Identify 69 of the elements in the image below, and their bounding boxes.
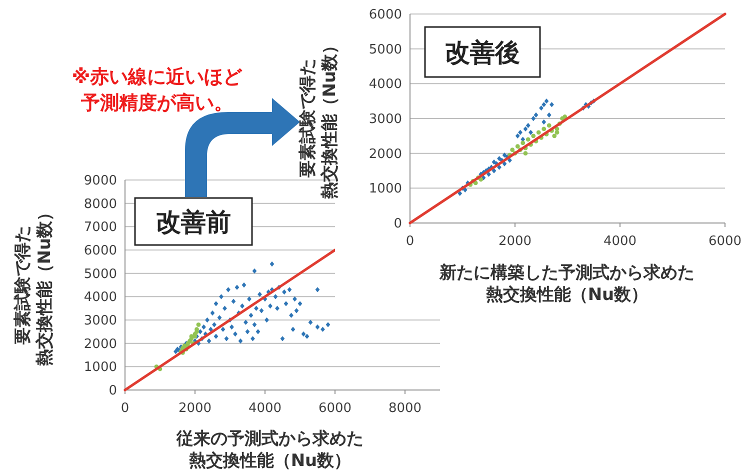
- point: [531, 116, 536, 122]
- point: [531, 134, 536, 138]
- point: [528, 130, 533, 136]
- x-tick-label: 0: [406, 234, 414, 249]
- point: [523, 151, 528, 156]
- point: [546, 123, 552, 128]
- point: [523, 126, 528, 132]
- y-tick-label: 3000: [368, 112, 402, 127]
- x-tick-label: 4000: [248, 401, 282, 416]
- point: [526, 137, 530, 142]
- y-tick-label: 4000: [84, 290, 117, 306]
- x-tick-label: 4000: [603, 234, 637, 249]
- x-axis-title: 新たに構築した予測式から求めた熱交換性能（Nu数）: [438, 263, 694, 305]
- point: [518, 130, 522, 136]
- x-tick-label: 6000: [318, 401, 352, 416]
- y-tick-label: 5000: [84, 266, 117, 282]
- point: [515, 133, 520, 139]
- point: [520, 140, 526, 146]
- text: 改善前: [156, 208, 231, 236]
- point: [554, 130, 560, 135]
- x-tick-label: 2000: [498, 234, 532, 249]
- point: [542, 102, 546, 108]
- point: [497, 164, 502, 170]
- x-tick-label: 6000: [708, 234, 742, 249]
- point: [526, 122, 530, 128]
- point: [539, 105, 544, 111]
- y-tick-label: 9000: [84, 174, 117, 188]
- text: ※赤い線に近いほど予測精度が高い。: [72, 66, 244, 114]
- y-tick-label: 5000: [368, 42, 402, 58]
- point: [534, 112, 538, 118]
- point: [542, 119, 546, 125]
- y-tick-label: 4000: [368, 77, 402, 92]
- x-axis-title: 従来の予測式から求めた熱交換性能（Nu数）: [176, 429, 364, 471]
- point: [510, 148, 515, 152]
- point: [515, 144, 520, 149]
- y-tick-label: 0: [108, 384, 117, 398]
- x-tick-label: 2000: [178, 401, 212, 416]
- point: [502, 152, 507, 158]
- point: [542, 126, 546, 132]
- y-axis-title: 要素試験で得た熱交換性能（Nu数）: [13, 204, 55, 368]
- point: [546, 112, 552, 118]
- x-tick-label: 8000: [388, 401, 422, 416]
- x-tick-label: 0: [120, 401, 130, 416]
- y-tick-label: 1000: [368, 182, 402, 197]
- y-tick-label: 1000: [84, 360, 117, 376]
- y-tick-label: 7000: [84, 220, 117, 236]
- y-tick-label: 6000: [84, 244, 117, 258]
- point: [492, 168, 496, 174]
- point: [550, 102, 554, 108]
- point: [486, 172, 491, 177]
- point: [502, 161, 507, 166]
- point: [544, 98, 549, 104]
- point: [196, 322, 201, 327]
- point: [462, 187, 468, 193]
- point: [458, 190, 462, 196]
- y-tick-label: 2000: [84, 336, 117, 352]
- point: [492, 159, 496, 165]
- point: [536, 130, 541, 135]
- point: [552, 134, 557, 138]
- text: 改善後: [445, 38, 520, 67]
- y-tick-label: 0: [394, 216, 402, 232]
- point: [497, 156, 502, 162]
- y-axis-title: 要素試験で得た熱交換性能（Nu数）: [298, 36, 340, 200]
- y-tick-label: 8000: [84, 196, 117, 212]
- point: [562, 114, 568, 119]
- y-tick-label: 3000: [84, 314, 117, 328]
- y-tick-label: 2000: [368, 146, 402, 162]
- y-tick-label: 6000: [368, 8, 402, 22]
- point: [508, 158, 512, 163]
